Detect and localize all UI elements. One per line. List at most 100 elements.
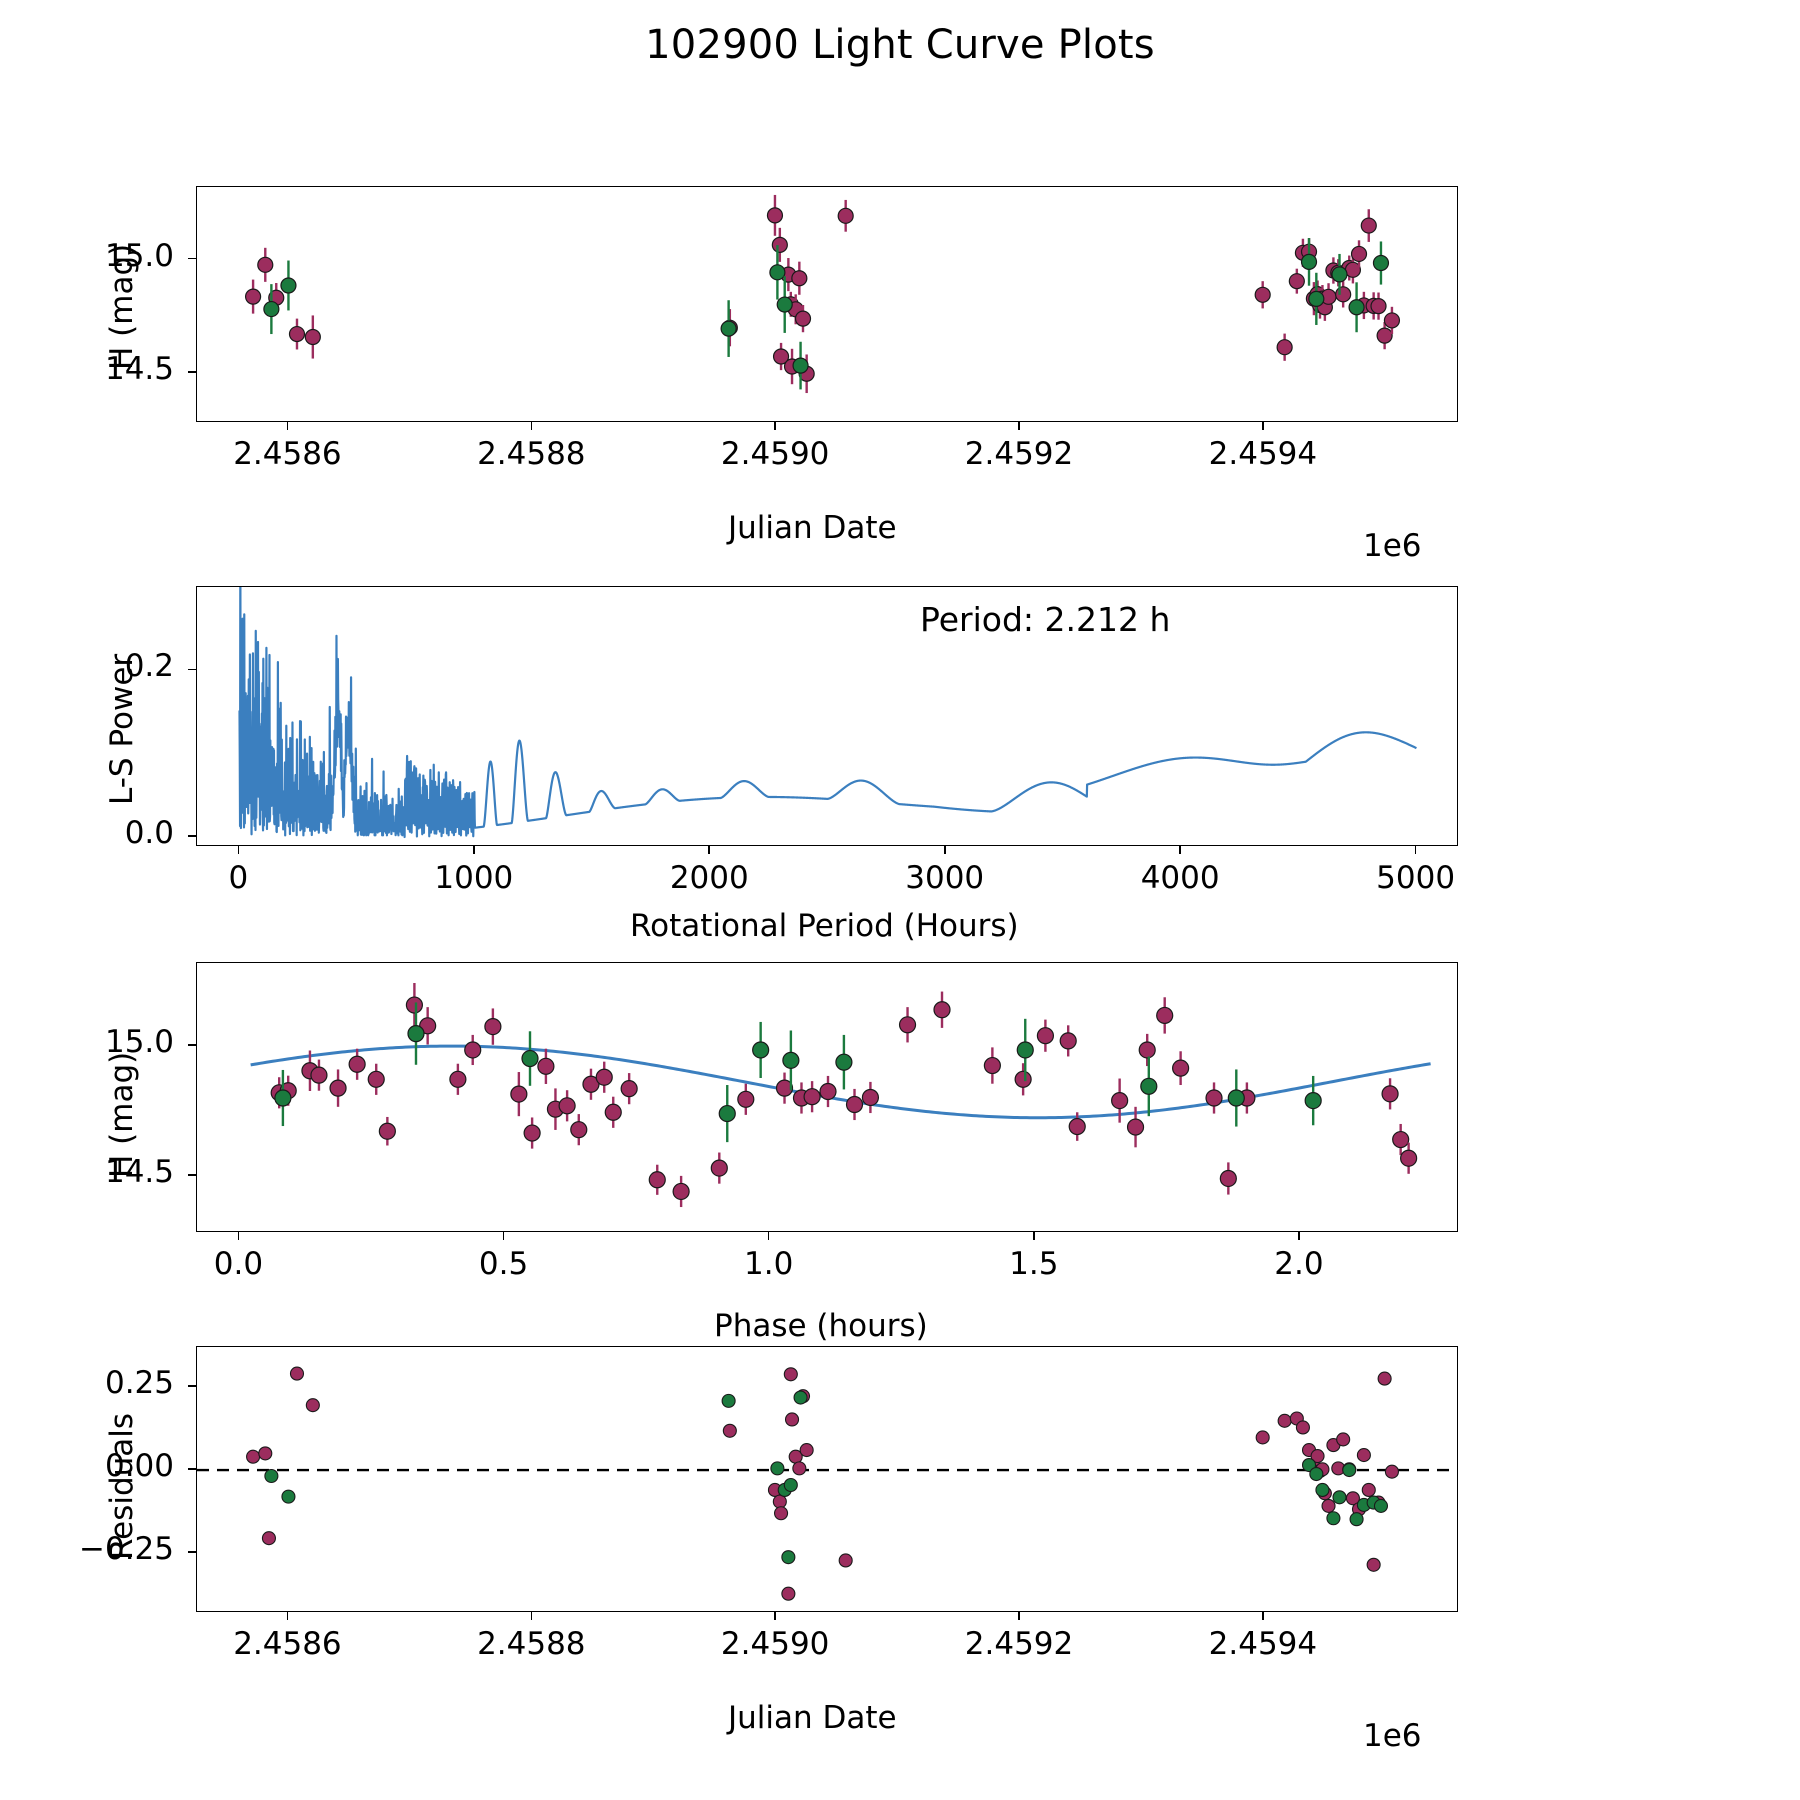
- residual-point: [783, 1477, 798, 1493]
- y-tick-label: −0.25: [79, 1531, 174, 1568]
- x-tick-mark: [1018, 422, 1020, 430]
- residual-point: [1349, 1512, 1364, 1527]
- data-point: [1014, 1070, 1032, 1088]
- data-point: [288, 325, 306, 343]
- page-title: 102900 Light Curve Plots: [645, 22, 1155, 68]
- data-point: [1111, 1091, 1129, 1110]
- x-tick-label: 2.4594: [1208, 436, 1318, 472]
- residual-point: [722, 1423, 737, 1438]
- residual-point: [721, 1393, 736, 1408]
- data-point: [244, 288, 262, 305]
- y-tick-label: 0.25: [104, 1364, 174, 1401]
- residual-point: [781, 1586, 796, 1601]
- lightcurve-xlabel: Julian Date: [728, 510, 897, 546]
- data-point: [280, 277, 297, 294]
- periodogram-line: [238, 587, 1418, 839]
- data-point: [672, 1182, 690, 1201]
- x-tick-label: 1000: [434, 860, 514, 896]
- data-point: [835, 1053, 853, 1071]
- x-tick-label: 2.4586: [233, 436, 342, 472]
- data-point: [1392, 1130, 1410, 1149]
- residual-point: [246, 1449, 261, 1464]
- residual-point: [261, 1531, 276, 1546]
- residual-point: [1377, 1371, 1392, 1386]
- residual-point: [1309, 1466, 1324, 1482]
- data-point: [1335, 286, 1352, 303]
- periodogram-axes: [196, 586, 1458, 846]
- residual-point: [784, 1412, 800, 1427]
- x-tick-mark: [237, 846, 240, 854]
- y-tick-mark: [188, 1551, 196, 1553]
- x-tick-mark: [502, 1232, 505, 1240]
- y-tick-label: 0.2: [124, 648, 174, 685]
- data-point: [1016, 1041, 1034, 1059]
- data-point: [620, 1080, 638, 1098]
- data-point: [1068, 1117, 1086, 1136]
- x-tick-label: 5000: [1376, 860, 1456, 896]
- data-point: [521, 1049, 539, 1068]
- residual-point: [305, 1398, 320, 1413]
- periodogram-plot-area: [238, 587, 1418, 839]
- data-point: [310, 1066, 328, 1084]
- data-point: [1360, 217, 1377, 234]
- data-point: [1381, 1085, 1399, 1103]
- y-tick-mark: [188, 668, 196, 671]
- data-point: [570, 1121, 588, 1139]
- residual-point: [1295, 1420, 1310, 1435]
- residual-point: [799, 1443, 814, 1458]
- x-tick-mark: [767, 1232, 770, 1240]
- x-tick-mark: [286, 422, 289, 430]
- data-point: [933, 1001, 951, 1019]
- residual-point: [1336, 1432, 1351, 1447]
- data-point: [861, 1088, 880, 1107]
- x-tick-label: 0: [228, 860, 249, 896]
- y-tick-mark: [188, 257, 196, 260]
- residual-point: [1310, 1449, 1325, 1464]
- periodogram-xlabel: Rotational Period (Hours): [630, 908, 1019, 944]
- residual-point: [264, 1468, 279, 1484]
- residual-point: [793, 1390, 808, 1405]
- x-tick-label: 2.4592: [964, 1626, 1074, 1662]
- data-point: [304, 328, 321, 346]
- data-point: [1219, 1169, 1237, 1188]
- residual-point: [770, 1461, 785, 1476]
- data-point: [510, 1085, 528, 1103]
- data-point: [776, 296, 793, 313]
- data-point: [484, 1018, 502, 1036]
- y-tick-mark: [188, 1044, 196, 1046]
- y-tick-label: 14.5: [104, 351, 174, 388]
- data-point: [1254, 286, 1271, 303]
- data-point: [1331, 266, 1348, 283]
- x-tick-mark: [530, 1612, 533, 1620]
- x-tick-mark: [1298, 1232, 1300, 1240]
- lightcurve-plot-area: [244, 194, 1401, 394]
- phasefold-plot-area: [250, 982, 1431, 1208]
- residual-point: [1315, 1482, 1330, 1498]
- data-point: [537, 1057, 555, 1075]
- data-point: [782, 1051, 800, 1069]
- data-point: [263, 300, 280, 318]
- x-tick-mark: [1262, 1612, 1264, 1620]
- data-point: [378, 1122, 396, 1140]
- data-point: [1304, 1091, 1322, 1110]
- x-tick-mark: [774, 1612, 776, 1620]
- y-tick-label: 15.0: [104, 237, 174, 274]
- data-point: [772, 348, 790, 365]
- y-tick-label: 14.5: [104, 1153, 174, 1190]
- x-tick-mark: [1018, 1612, 1020, 1620]
- data-point: [1400, 1149, 1418, 1167]
- x-tick-mark: [237, 1232, 240, 1240]
- lightcurve-axes: [196, 186, 1458, 422]
- residual-point: [1277, 1413, 1292, 1428]
- data-point: [1350, 245, 1368, 263]
- phasefold-xlabel: Phase (hours): [714, 1308, 928, 1344]
- x-tick-mark: [1262, 422, 1264, 430]
- period-annotation: Period: 2.212 h: [920, 600, 1171, 639]
- data-point: [1140, 1077, 1158, 1095]
- data-point: [766, 207, 784, 224]
- data-point: [983, 1056, 1001, 1075]
- residual-point: [289, 1366, 305, 1381]
- x-tick-label: 2.0: [1274, 1246, 1324, 1282]
- residual-point: [1384, 1464, 1399, 1479]
